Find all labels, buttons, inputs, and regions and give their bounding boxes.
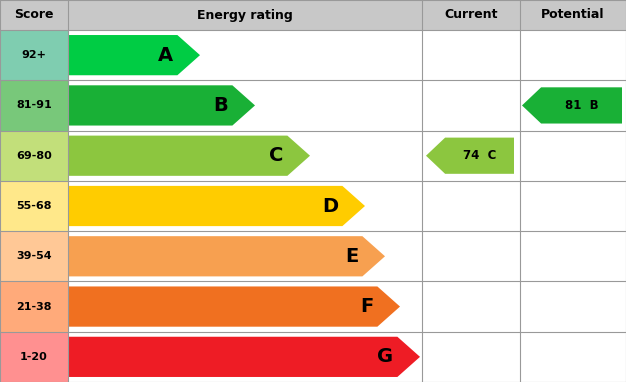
Bar [422, 0, 520, 30]
Text: Current: Current [444, 8, 498, 21]
Polygon shape [68, 35, 200, 75]
Bar [520, 80, 626, 131]
Polygon shape [68, 337, 420, 377]
Text: D: D [322, 196, 339, 215]
Text: B: B [213, 96, 228, 115]
Text: F: F [360, 297, 373, 316]
Bar [0, 131, 68, 181]
Bar [68, 30, 422, 80]
Text: Energy rating: Energy rating [197, 8, 293, 21]
Bar [422, 181, 520, 231]
Text: Potential: Potential [541, 8, 605, 21]
Polygon shape [68, 186, 365, 226]
Bar [520, 30, 626, 80]
Polygon shape [68, 286, 400, 327]
Text: E: E [345, 247, 358, 266]
Text: G: G [377, 347, 393, 366]
Bar [0, 0, 68, 30]
Bar [0, 231, 68, 282]
Text: Score: Score [14, 8, 54, 21]
Bar [68, 80, 422, 131]
Bar [520, 0, 626, 30]
Bar [68, 231, 422, 282]
Bar [422, 80, 520, 131]
Bar [422, 30, 520, 80]
Text: 69-80: 69-80 [16, 151, 52, 161]
Polygon shape [68, 85, 255, 126]
Bar [0, 30, 68, 80]
Text: 81  B: 81 B [565, 99, 598, 112]
Bar [422, 332, 520, 382]
Text: C: C [269, 146, 284, 165]
Bar [68, 181, 422, 231]
Text: 39-54: 39-54 [16, 251, 52, 261]
Text: 81-91: 81-91 [16, 100, 52, 110]
Text: 21-38: 21-38 [16, 301, 52, 312]
Bar [520, 231, 626, 282]
Text: 1-20: 1-20 [20, 352, 48, 362]
Bar [0, 80, 68, 131]
Text: 74  C: 74 C [463, 149, 496, 162]
Bar [0, 282, 68, 332]
Bar [68, 282, 422, 332]
Bar [520, 131, 626, 181]
Text: 92+: 92+ [21, 50, 46, 60]
Bar [520, 282, 626, 332]
Polygon shape [426, 138, 514, 174]
Bar [422, 282, 520, 332]
Bar [68, 332, 422, 382]
Text: 55-68: 55-68 [16, 201, 52, 211]
Bar [0, 332, 68, 382]
Bar [422, 231, 520, 282]
Bar [68, 0, 422, 30]
Polygon shape [522, 87, 622, 123]
Polygon shape [68, 236, 385, 277]
Text: A: A [158, 45, 173, 65]
Bar [422, 131, 520, 181]
Bar [520, 181, 626, 231]
Polygon shape [68, 136, 310, 176]
Bar [520, 332, 626, 382]
Bar [68, 131, 422, 181]
Bar [0, 181, 68, 231]
